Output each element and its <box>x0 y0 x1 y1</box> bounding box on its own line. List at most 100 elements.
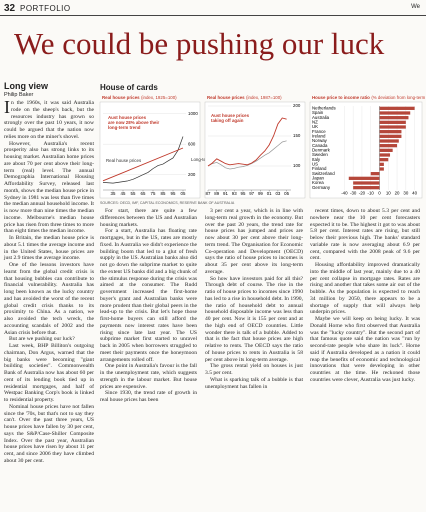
paragraph: In the 1960s, it was said Australia rode… <box>4 97 94 140</box>
x-tick-label: 99 <box>258 191 263 196</box>
paragraph: What is sparking talk of a bubble is tha… <box>205 376 303 390</box>
chart-subtitle: (% deviation from long-term average) <box>371 95 426 100</box>
category-label: Ireland <box>312 133 326 138</box>
x-tick-label: 85 <box>161 191 166 196</box>
paragraph: The gross rental yield on houses is just… <box>205 363 303 376</box>
bar <box>379 130 402 134</box>
paragraph: For a start, Australia has floating rate… <box>100 228 197 363</box>
paragraph: For start, there are quite a few differe… <box>100 208 197 228</box>
text-column: recent times, down to about 5.3 per cent… <box>310 208 420 384</box>
x-tick-label: 87 <box>206 191 211 196</box>
x-tick-label: 0 <box>378 191 381 196</box>
x-tick-label: 97 <box>249 191 254 196</box>
bar <box>379 139 399 143</box>
category-label: Sweden <box>312 152 328 157</box>
data-line <box>207 140 287 170</box>
header-rule <box>0 15 426 16</box>
feature-title: House of cards <box>100 83 158 92</box>
corner-label: We <box>411 4 420 10</box>
x-tick-label: 55 <box>131 191 136 196</box>
annotation: are now 28% above their <box>108 120 160 125</box>
source-note: SOURCES: OECD, IMF, CAPITAL ECONOMICS, R… <box>100 201 235 205</box>
chart-title: House price to income ratio (% deviation … <box>312 95 426 100</box>
x-tick-label: 05 <box>181 191 186 196</box>
series-label: Real house prices <box>106 158 142 163</box>
category-label: US <box>312 161 318 166</box>
data-line <box>207 117 287 167</box>
bar <box>379 167 384 171</box>
paragraph: Nominal house prices have not fallen sin… <box>4 403 94 464</box>
chart-subtitle: (index, 1987=100) <box>246 95 282 100</box>
category-label: Korea <box>312 180 324 185</box>
x-tick-label: 93 <box>232 191 237 196</box>
paragraph: 3 per cent a year, which is in line with… <box>205 208 303 275</box>
y-tick-label: 200 <box>188 172 196 177</box>
bar <box>379 116 409 120</box>
bar <box>379 158 389 162</box>
x-tick-label: 01 <box>267 191 272 196</box>
paragraph: So how have investors paid for all this?… <box>205 275 303 363</box>
x-tick-label: 45 <box>121 191 126 196</box>
category-label: Norway <box>312 138 328 143</box>
paragraph: Maybe we will keep on being lucky. It wa… <box>310 316 420 383</box>
x-tick-label: -20 <box>359 191 366 196</box>
x-tick-label: 35 <box>111 191 116 196</box>
y-tick-label: 1000 <box>188 111 198 116</box>
page-number: 32 <box>4 3 16 14</box>
data-line <box>102 147 184 182</box>
paragraph: However, Australia's recent prosperity a… <box>4 140 94 235</box>
bar <box>348 176 380 180</box>
x-tick-label: 30 <box>403 191 408 196</box>
annotation: Aust house prices <box>211 113 250 118</box>
chart-title-main: Real house prices <box>102 95 140 100</box>
bar <box>379 125 406 129</box>
x-tick-label: 10 <box>386 191 391 196</box>
charts: Real house prices (index, 1925=100)200600… <box>99 95 426 199</box>
category-label: France <box>312 129 326 134</box>
headline: We could be pushing our luck <box>14 26 385 61</box>
column-label: Long view <box>4 81 49 91</box>
x-tick-label: 65 <box>141 191 146 196</box>
bar <box>379 111 411 115</box>
chart-subtitle: (index, 1925=100) <box>141 95 177 100</box>
text-column: In the 1960s, it was said Australia rode… <box>4 97 94 465</box>
bar <box>379 120 406 124</box>
category-label: NZ <box>312 119 318 124</box>
author: Philip Baker <box>4 92 34 98</box>
x-tick-label: 91 <box>223 191 228 196</box>
plot-area <box>99 101 201 199</box>
bar <box>353 186 380 190</box>
chart-title: Real house prices (index, 1987=100) <box>207 95 282 100</box>
category-label: Germany <box>312 185 331 190</box>
x-tick-label: 05 <box>284 191 289 196</box>
category-label: UK <box>312 124 318 129</box>
y-tick-label: 600 <box>188 141 196 146</box>
bar <box>379 134 402 138</box>
paragraph: recent times, down to about 5.3 per cent… <box>310 208 420 262</box>
plot-area <box>204 101 306 199</box>
paragraph: Since 1930, the trend rate of growth in … <box>100 390 197 403</box>
x-tick-label: -40 <box>341 191 348 196</box>
x-tick-label: -10 <box>368 191 375 196</box>
category-label: Japan <box>312 175 325 180</box>
paragraph: One of the lessons investors have learnt… <box>4 262 94 336</box>
paragraph: In Britain, the median house price is ab… <box>4 235 94 262</box>
x-tick-label: 95 <box>171 191 176 196</box>
bar <box>379 153 391 157</box>
chart-title: Real house prices (index, 1925=100) <box>102 95 177 100</box>
text-column: For start, there are quite a few differe… <box>100 208 197 404</box>
bar <box>379 144 398 148</box>
category-label: Canada <box>312 143 328 148</box>
y-tick-label: 200 <box>293 103 301 108</box>
x-tick-label: 75 <box>151 191 156 196</box>
x-tick-label: 95 <box>241 191 246 196</box>
category-label: Denmark <box>312 147 331 152</box>
y-tick-label: 150 <box>293 133 301 138</box>
bar <box>379 106 415 110</box>
x-tick-label: 20 <box>395 191 400 196</box>
annotation: Aust house prices <box>108 115 147 120</box>
annotation: taking off again <box>211 118 244 123</box>
x-tick-label: -30 <box>350 191 357 196</box>
bar <box>379 162 384 166</box>
